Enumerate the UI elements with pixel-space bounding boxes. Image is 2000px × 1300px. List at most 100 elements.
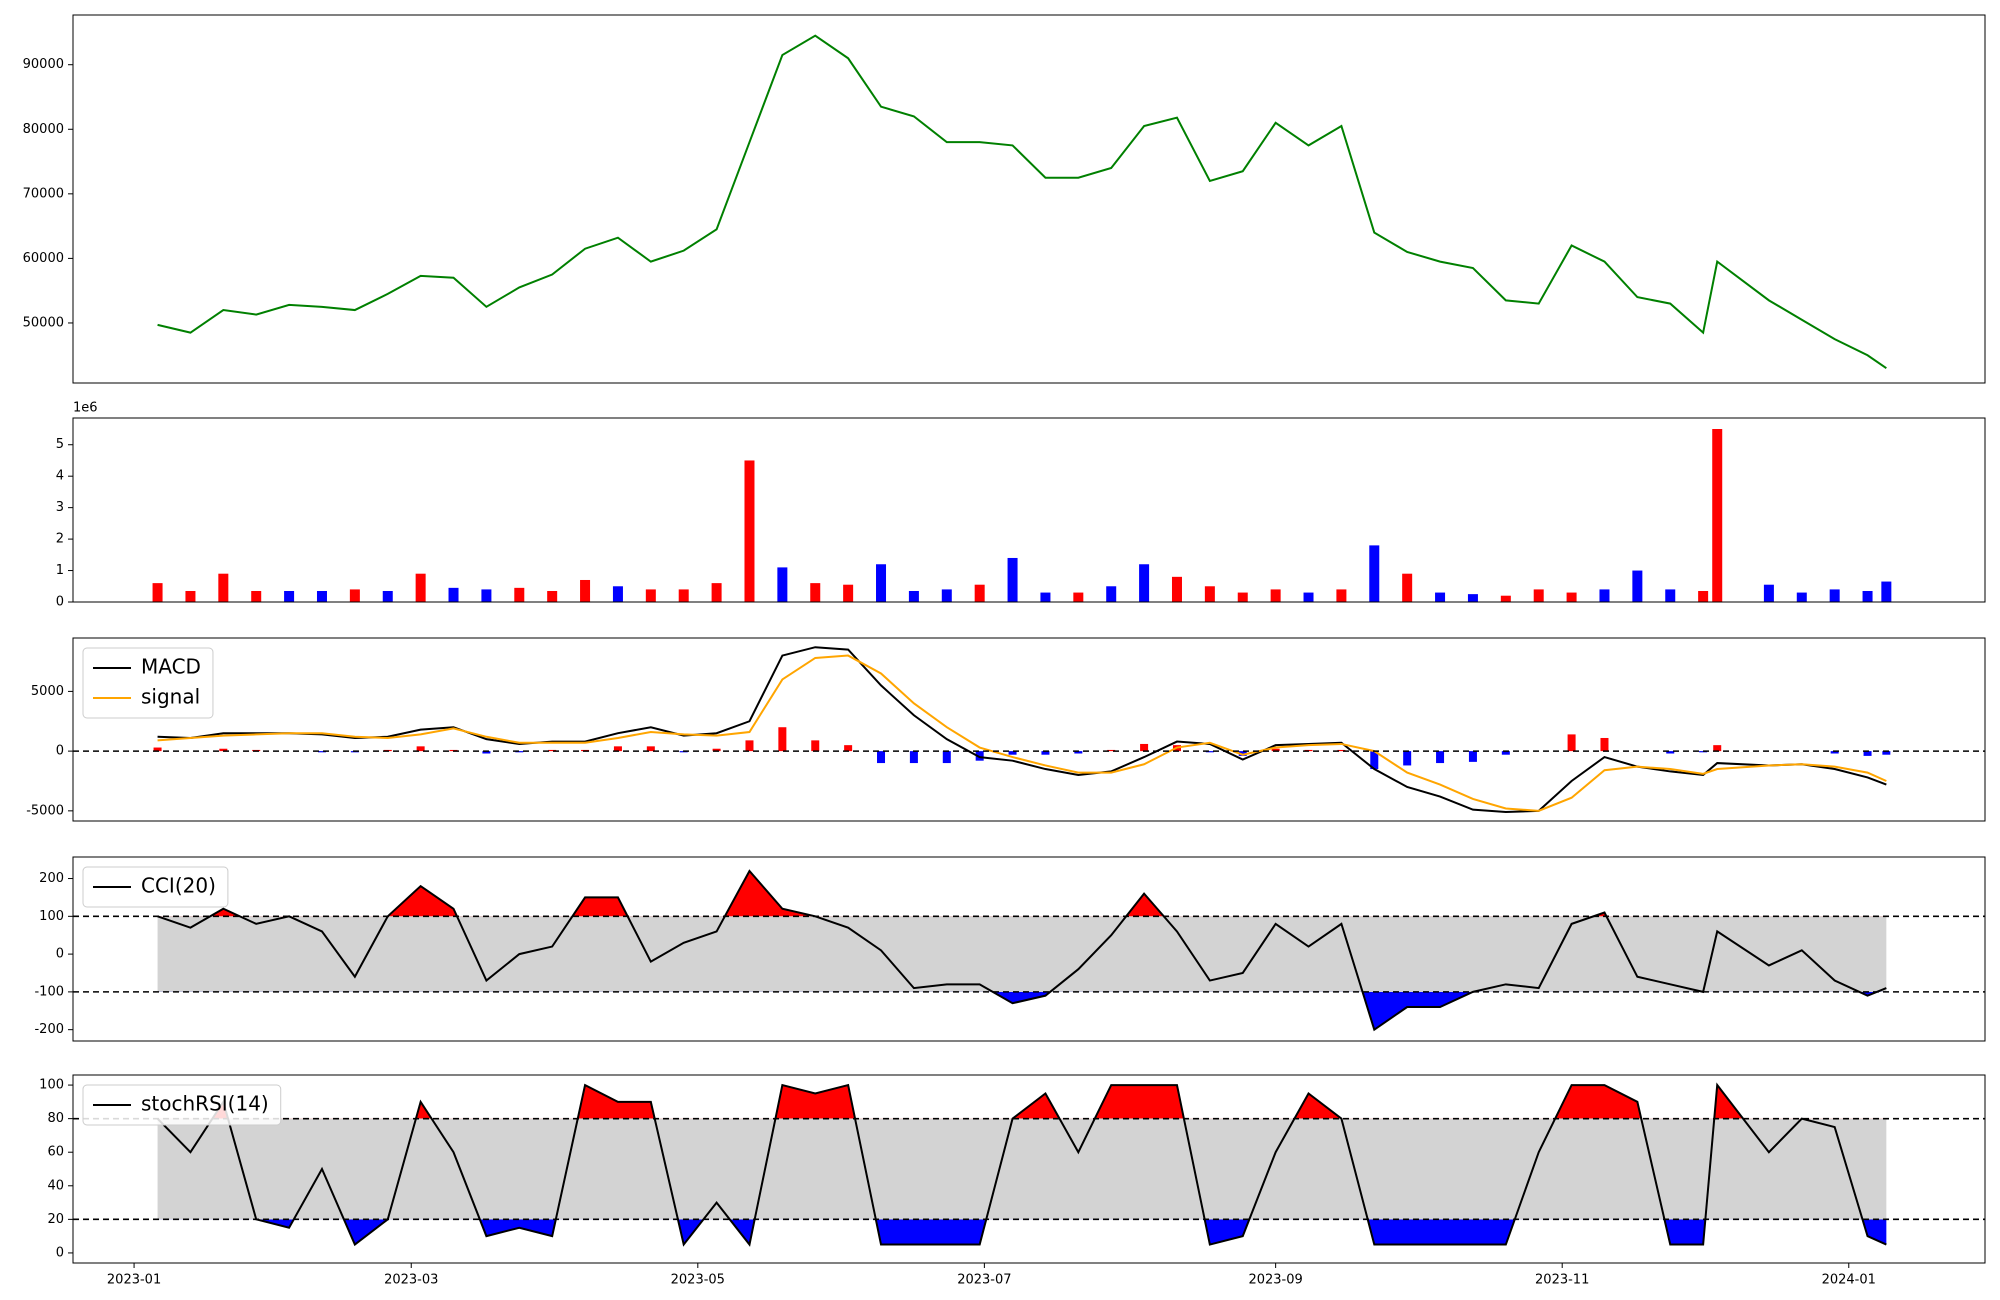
volume-bar xyxy=(1336,589,1347,602)
volume-bar xyxy=(941,589,952,602)
histogram-bar xyxy=(975,751,984,761)
y-tick-label: 200 xyxy=(39,871,64,886)
volume-bar xyxy=(1599,589,1610,602)
y-tick-label: 2 xyxy=(56,532,64,547)
histogram-bar xyxy=(515,751,524,753)
volume-bar xyxy=(1007,557,1018,602)
histogram-bar xyxy=(1337,749,1346,752)
panel: 0 1 2 3 4 5 1e6 xyxy=(56,401,1986,610)
volume-bar xyxy=(1665,589,1676,602)
legend-label: stochRSI(14) xyxy=(141,1092,269,1116)
volume-bar xyxy=(284,590,295,602)
panel: -5000 0 5000 MACD signal xyxy=(26,637,1986,822)
histogram-bar xyxy=(1008,751,1017,755)
volume-bar xyxy=(974,584,985,602)
volume-bar xyxy=(1270,589,1281,602)
axes-frame xyxy=(72,637,1986,822)
volume-bar xyxy=(1237,592,1248,602)
legend-box xyxy=(82,866,229,908)
volume-bar xyxy=(843,584,854,602)
histogram-bar xyxy=(811,740,820,752)
volume-bar xyxy=(810,583,821,602)
axes-frame xyxy=(72,14,1986,384)
line xyxy=(157,646,1887,814)
x-tick-label: 2023-07 xyxy=(957,1273,1011,1288)
volume-bar xyxy=(547,590,558,602)
y-tick-label: 90000 xyxy=(23,57,64,72)
histogram-bar xyxy=(745,740,754,752)
scale-label: 1e6 xyxy=(73,401,98,416)
volume-bar xyxy=(448,587,459,602)
histogram-bar xyxy=(1830,751,1839,754)
histogram-bar xyxy=(942,751,951,764)
y-tick-label: 40 xyxy=(47,1178,64,1193)
volume-bar xyxy=(415,573,426,602)
x-tick-label: 2023-01 xyxy=(107,1273,161,1288)
x-tick-label: 2023-03 xyxy=(384,1273,438,1288)
legend-label: CCI(20) xyxy=(141,874,216,898)
volume-bar xyxy=(580,579,591,602)
histogram-bar xyxy=(1863,751,1872,756)
y-tick-label: 80000 xyxy=(23,122,64,137)
volume-bar xyxy=(612,586,623,602)
band-fill xyxy=(157,916,1887,992)
x-tick-label: 2023-11 xyxy=(1535,1273,1589,1288)
histogram-bar xyxy=(1436,751,1445,764)
volume-bar xyxy=(1040,592,1051,602)
histogram-bar xyxy=(877,751,886,764)
y-tick-label: -5000 xyxy=(26,803,64,818)
volume-bar xyxy=(152,583,163,602)
volume-bar xyxy=(1763,584,1774,602)
legend-label: signal xyxy=(141,685,200,709)
histogram-bar xyxy=(844,745,853,752)
y-tick-label: 70000 xyxy=(23,186,64,201)
volume-bar xyxy=(1862,590,1873,602)
histogram-bar xyxy=(1567,734,1576,752)
histogram-bar xyxy=(1107,749,1116,752)
volume-bar xyxy=(349,589,360,602)
volume-bar xyxy=(908,590,919,602)
volume-bar xyxy=(645,589,656,602)
volume-bar xyxy=(1796,592,1807,602)
x-tick-label: 2023-05 xyxy=(671,1273,725,1288)
histogram-bar xyxy=(153,747,162,752)
y-tick-label: 20 xyxy=(47,1212,64,1227)
line xyxy=(157,654,1887,812)
histogram-bar xyxy=(1600,737,1609,752)
histogram-bar xyxy=(1666,751,1675,754)
volume-bar xyxy=(1632,570,1643,602)
volume-bar xyxy=(1402,573,1413,602)
volume-bar xyxy=(1829,589,1840,602)
histogram-bar xyxy=(909,751,918,764)
y-tick-label: 5000 xyxy=(31,684,64,699)
line xyxy=(157,34,1887,369)
volume-bar xyxy=(1171,576,1182,602)
y-tick-label: 100 xyxy=(39,1078,64,1093)
panel: 0 20 40 60 80 100 2023-01 2023-03 2023-05 2023-07… xyxy=(39,1074,1986,1288)
histogram-bar xyxy=(1205,751,1214,753)
x-tick-label: 2024-01 xyxy=(1822,1273,1876,1288)
histogram-bar xyxy=(1713,745,1722,752)
volume-bar xyxy=(1698,590,1709,602)
histogram-bar xyxy=(1403,751,1412,766)
panel: 50000 60000 70000 80000 90000 xyxy=(23,14,1986,384)
volume-bar xyxy=(481,589,492,602)
y-tick-label: 0 xyxy=(56,595,64,610)
volume-bar xyxy=(316,590,327,602)
histogram-bar xyxy=(317,751,326,753)
y-tick-label: 60 xyxy=(47,1145,64,1160)
volume-bar xyxy=(1500,595,1511,602)
histogram-bar xyxy=(1882,751,1891,755)
y-tick-label: -100 xyxy=(34,984,64,999)
histogram-bar xyxy=(613,746,622,752)
axes-frame xyxy=(72,856,1986,1042)
histogram-bar xyxy=(1468,751,1477,762)
y-tick-label: 3 xyxy=(56,500,64,515)
histogram-bar xyxy=(1041,751,1050,755)
legend-box xyxy=(82,647,214,719)
volume-bar xyxy=(1204,586,1215,602)
fill-below xyxy=(157,991,1887,1030)
volume-bar xyxy=(1712,429,1723,602)
histogram-bar xyxy=(482,751,491,754)
line xyxy=(156,1082,1887,1247)
